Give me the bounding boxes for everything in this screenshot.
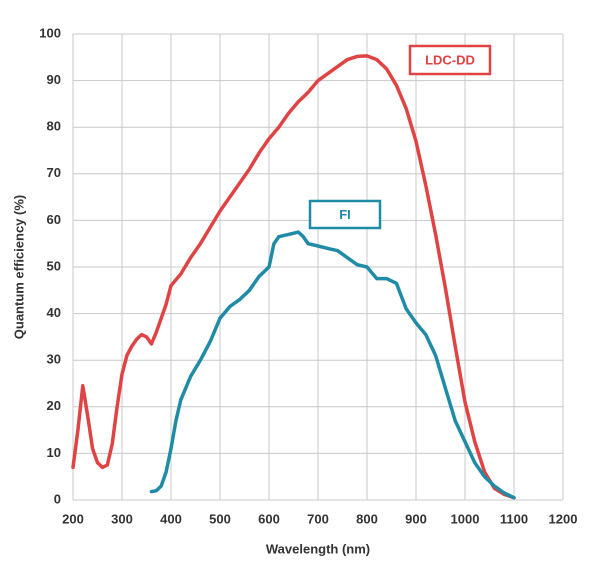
x-tick-label: 1100 xyxy=(500,511,528,526)
y-tick-label: 50 xyxy=(47,258,61,273)
series-line xyxy=(71,54,516,500)
y-tick-label: 0 xyxy=(54,491,61,506)
legend-label: LDC-DD xyxy=(425,52,475,67)
x-tick-label: 500 xyxy=(209,511,231,526)
y-tick-label: 10 xyxy=(47,445,61,460)
x-tick-label: 200 xyxy=(62,511,84,526)
x-tick-label: 1200 xyxy=(549,511,578,526)
y-tick-label: 90 xyxy=(47,72,61,87)
y-tick-label: 100 xyxy=(39,25,61,40)
y-axis-label: Quantum efficiency (%) xyxy=(11,195,26,339)
x-tick-label: 900 xyxy=(405,511,427,526)
x-tick-label: 1000 xyxy=(451,511,480,526)
y-tick-label: 20 xyxy=(47,398,61,413)
x-axis-label: Wavelength (nm) xyxy=(266,541,370,556)
y-tick-label: 30 xyxy=(47,352,61,367)
legend-label: FI xyxy=(339,207,351,222)
y-tick-label: 70 xyxy=(47,165,61,180)
x-tick-label: 800 xyxy=(356,511,378,526)
legend-box xyxy=(308,199,382,230)
y-tick-label: 80 xyxy=(47,119,61,134)
x-tick-label: 400 xyxy=(160,511,182,526)
series-line xyxy=(149,230,516,500)
legend-box xyxy=(408,44,492,76)
y-tick-label: 40 xyxy=(47,305,61,320)
x-tick-label: 600 xyxy=(258,511,280,526)
x-tick-label: 700 xyxy=(307,511,329,526)
x-tick-label: 300 xyxy=(111,511,133,526)
y-tick-label: 60 xyxy=(47,212,61,227)
